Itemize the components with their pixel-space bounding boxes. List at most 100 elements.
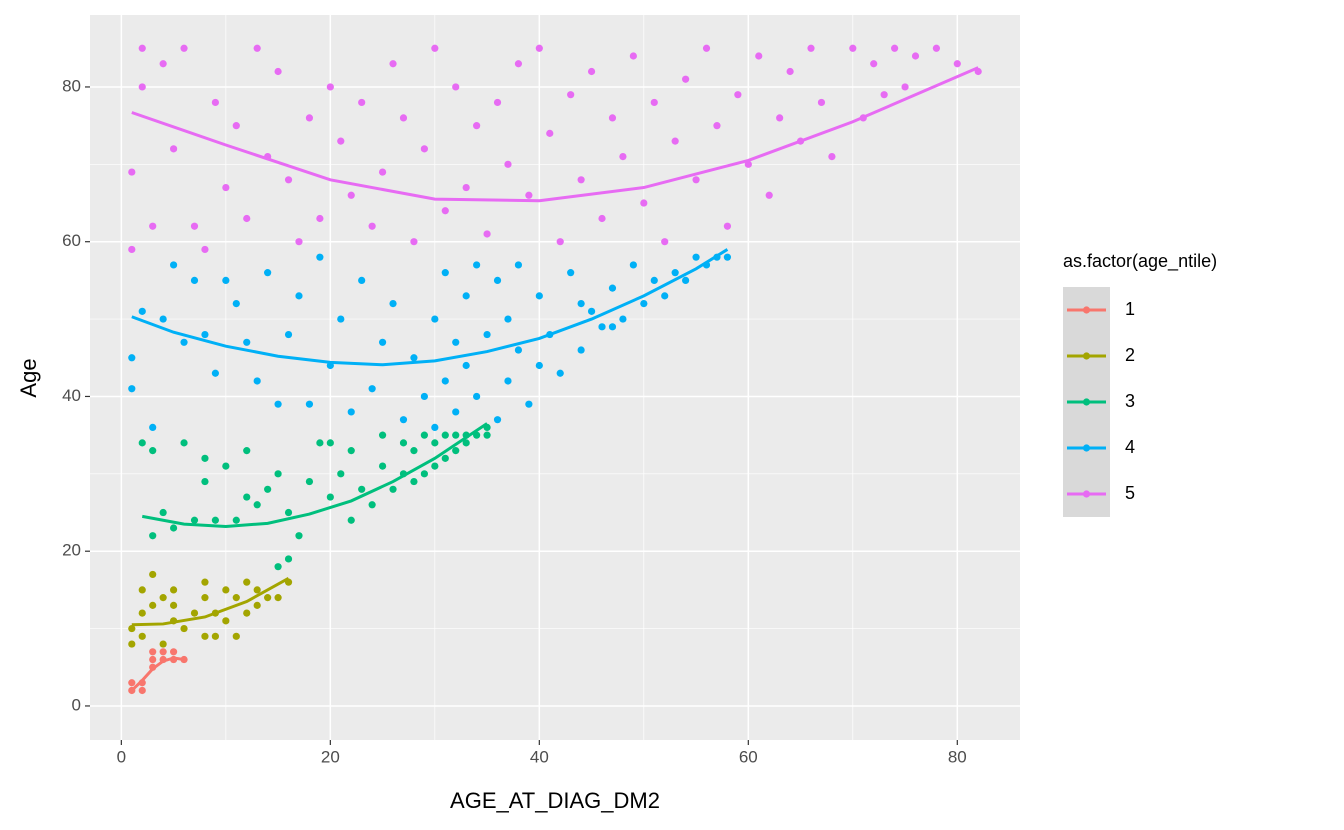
- point: [128, 640, 136, 648]
- x-tick-label: 20: [321, 747, 340, 766]
- point: [222, 276, 230, 284]
- point: [776, 114, 784, 122]
- point: [232, 594, 240, 602]
- point: [243, 214, 251, 223]
- point: [410, 354, 418, 362]
- point: [232, 632, 240, 640]
- point: [786, 67, 794, 76]
- point: [305, 477, 314, 486]
- point: [399, 416, 408, 424]
- point: [462, 183, 470, 192]
- point: [661, 238, 669, 246]
- point: [692, 176, 700, 184]
- point: [284, 176, 293, 184]
- point: [264, 269, 272, 277]
- point: [504, 160, 512, 168]
- point: [284, 555, 293, 563]
- point: [587, 67, 596, 76]
- point: [880, 91, 888, 99]
- point: [274, 594, 282, 602]
- point: [462, 439, 470, 447]
- point: [169, 601, 178, 609]
- point: [619, 315, 627, 323]
- point: [525, 400, 533, 408]
- point: [316, 214, 324, 223]
- smooth-line: [131, 248, 729, 367]
- point: [598, 323, 606, 331]
- point: [441, 377, 449, 385]
- point: [295, 238, 303, 246]
- point: [629, 52, 637, 60]
- point: [128, 354, 136, 362]
- legend-key-point: [1082, 352, 1091, 360]
- point: [493, 276, 502, 284]
- legend-key-point: [1082, 490, 1091, 498]
- point: [619, 152, 627, 161]
- point: [138, 632, 146, 640]
- point: [138, 609, 146, 617]
- point: [159, 508, 167, 517]
- point: [169, 586, 178, 594]
- x-axis-title: AGE_AT_DIAG_DM2: [450, 788, 660, 813]
- point: [274, 400, 282, 408]
- point: [587, 307, 596, 315]
- point: [138, 586, 146, 594]
- point: [901, 83, 909, 91]
- point: [264, 594, 272, 602]
- point: [535, 44, 543, 52]
- point: [504, 315, 512, 323]
- point: [138, 44, 146, 52]
- legend-label: 1: [1125, 299, 1135, 319]
- point: [849, 44, 857, 52]
- point: [149, 570, 157, 579]
- point: [640, 199, 648, 207]
- point: [420, 392, 428, 401]
- legend-key-point: [1082, 398, 1091, 406]
- point: [608, 323, 617, 331]
- point: [567, 269, 575, 277]
- point: [368, 222, 376, 230]
- point: [567, 91, 575, 99]
- point: [149, 532, 157, 540]
- point: [629, 261, 637, 269]
- point: [347, 408, 355, 416]
- point: [128, 385, 136, 393]
- point: [420, 145, 428, 153]
- point: [169, 261, 178, 269]
- point: [504, 377, 512, 385]
- point: [389, 60, 397, 68]
- smooth-line: [141, 422, 488, 528]
- point: [201, 578, 209, 586]
- point: [190, 276, 199, 284]
- point: [159, 648, 167, 656]
- point: [723, 222, 732, 230]
- point: [316, 253, 324, 261]
- point: [441, 431, 449, 439]
- point: [410, 477, 418, 486]
- point: [243, 493, 251, 501]
- point: [535, 292, 543, 300]
- point: [807, 44, 815, 52]
- point: [201, 632, 209, 640]
- y-tick-label: 40: [62, 386, 81, 405]
- point: [243, 338, 251, 346]
- x-tick-label: 60: [739, 747, 758, 766]
- point: [441, 207, 449, 215]
- point: [368, 385, 376, 393]
- point: [274, 67, 282, 76]
- point: [316, 439, 324, 447]
- legend-key-point: [1082, 444, 1091, 452]
- point: [891, 44, 899, 52]
- point: [149, 655, 157, 664]
- point: [713, 122, 721, 130]
- point: [274, 470, 282, 478]
- point: [149, 222, 157, 230]
- point: [253, 586, 261, 594]
- smooth-line: [131, 66, 979, 203]
- point: [358, 98, 366, 107]
- legend-label: 4: [1125, 437, 1135, 457]
- point: [399, 439, 408, 447]
- y-tick-label: 0: [72, 695, 81, 714]
- point: [284, 508, 293, 517]
- point: [305, 400, 314, 408]
